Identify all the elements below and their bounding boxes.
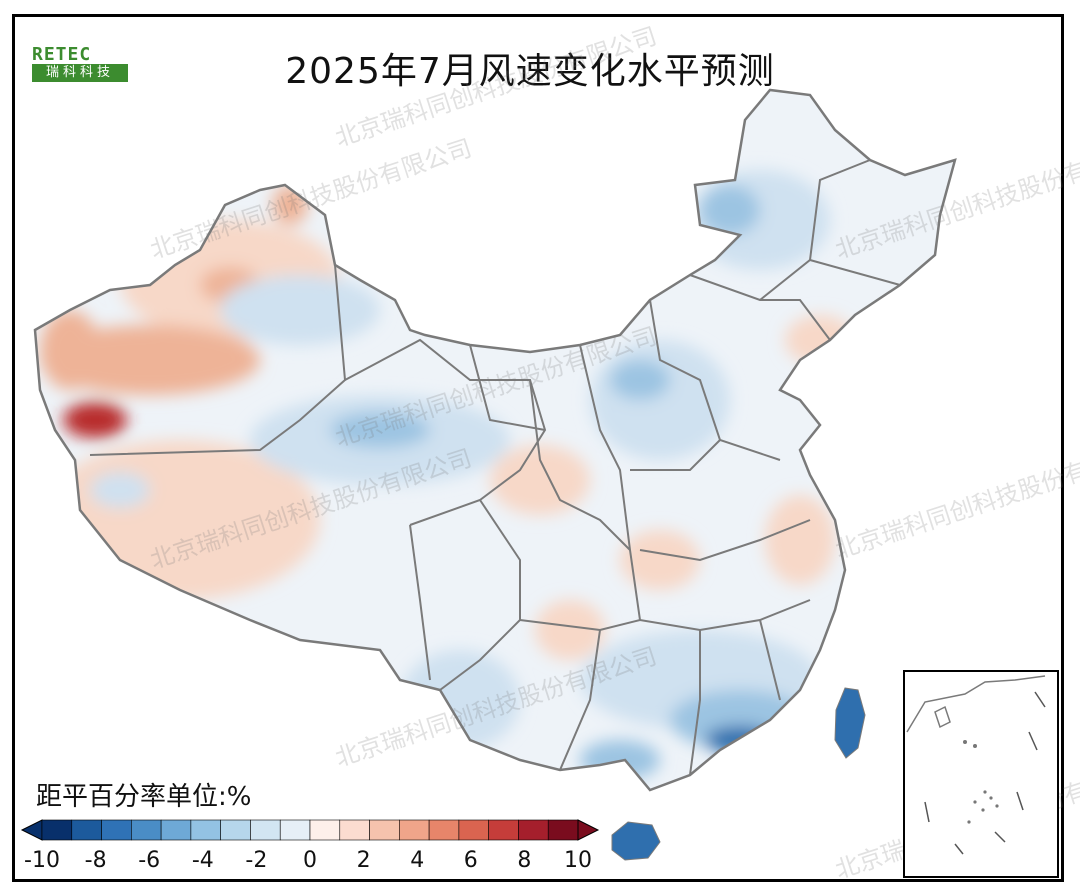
anomaly-region [705, 726, 775, 754]
color-bar-segment [339, 819, 370, 841]
color-bar-tick-label: -10 [24, 848, 60, 873]
color-bar-tick-label: 6 [463, 848, 478, 873]
anomaly-region [765, 495, 835, 585]
color-bar-segment [518, 819, 549, 841]
map-title: 2025年7月风速变化水平预测 [285, 51, 775, 92]
color-bar-arrow-low [20, 819, 43, 841]
color-bar-tick-label: 10 [564, 848, 592, 873]
anomaly-region [610, 360, 670, 400]
color-bar-segment [428, 819, 460, 841]
color-bar-tick-label: -2 [245, 848, 268, 873]
anomaly-region [220, 275, 380, 345]
color-bar-tick-label: 0 [303, 848, 317, 873]
color-bar-segment [279, 819, 311, 841]
anomaly-region [330, 412, 430, 448]
color-bar-segment [131, 819, 162, 841]
logo-subtext: 瑞科科技 [32, 64, 128, 82]
anomaly-region [490, 445, 590, 515]
legend-title: 距平百分率单位:% [36, 782, 252, 812]
province-borders [33, 88, 957, 792]
islands [611, 687, 866, 861]
color-bar-segment [547, 819, 579, 841]
anomaly-region [90, 472, 150, 508]
anomaly-region [785, 315, 855, 365]
color-bar-segment [458, 819, 489, 841]
color-bar-tick-label: 8 [517, 848, 532, 873]
color-bar-segment [101, 819, 132, 841]
anomaly-region [63, 402, 127, 438]
color-bar-segment [71, 819, 102, 841]
color-bar-segment [488, 819, 519, 841]
anomaly-region [670, 690, 810, 750]
color-bar-segment [309, 819, 341, 841]
color-bar-segment [220, 819, 251, 841]
color-bar-tick-label: -6 [138, 848, 161, 873]
anomaly-region [700, 185, 760, 235]
color-bar-tick-label: -4 [191, 848, 214, 873]
color-bar [20, 819, 600, 841]
color-bar-tick-label: -8 [84, 848, 107, 873]
logo-text: RETEC [32, 44, 92, 65]
color-bar-segment [190, 819, 221, 841]
color-bar-segment [399, 819, 430, 841]
south-china-sea-inset [903, 670, 1059, 878]
color-bar-segment [369, 819, 400, 841]
color-bar-segment [41, 819, 73, 841]
anomaly-region [620, 530, 700, 590]
color-bar-segment [160, 819, 192, 841]
anomaly-region [535, 600, 605, 660]
color-bar-tick-label: 4 [410, 848, 425, 873]
color-bar-segment [250, 819, 281, 841]
color-bar-tick-label: 2 [356, 848, 371, 873]
color-bar-arrow-high [577, 819, 600, 841]
inset-map [906, 675, 1046, 855]
anomaly-region [40, 310, 100, 390]
company-logo: RETEC 瑞科科技 [32, 44, 128, 82]
